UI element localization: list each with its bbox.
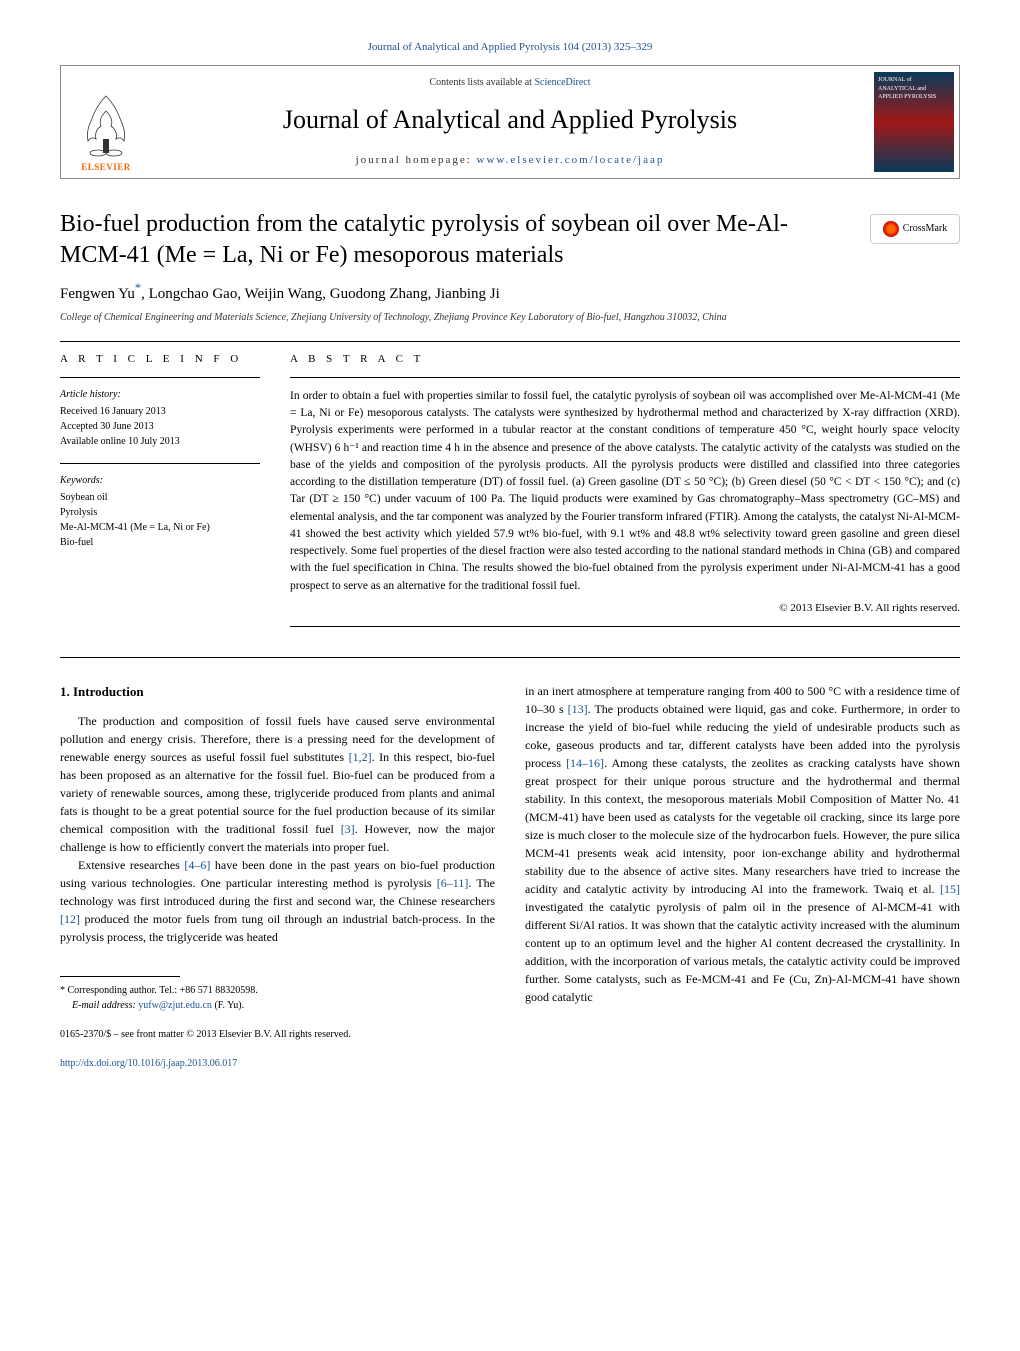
elsevier-tree-icon — [76, 91, 136, 161]
title-row: Bio-fuel production from the catalytic p… — [60, 209, 960, 271]
abstract-heading: a b s t r a c t — [290, 352, 960, 367]
crossmark-badge[interactable]: CrossMark — [870, 214, 960, 244]
crossmark-label: CrossMark — [903, 222, 947, 236]
abstract-text: In order to obtain a fuel with propertie… — [290, 388, 960, 595]
intro-p2-t4: produced the motor fuels from tung oil t… — [60, 912, 495, 944]
doi-link[interactable]: http://dx.doi.org/10.1016/j.jaap.2013.06… — [60, 1058, 237, 1069]
history-label: Article history: — [60, 388, 260, 402]
copyright-line: © 2013 Elsevier B.V. All rights reserved… — [290, 601, 960, 616]
divider-info-2 — [60, 463, 260, 464]
ref-6-11[interactable]: [6–11] — [437, 876, 469, 890]
corresponding-author-footnote: * Corresponding author. Tel.: +86 571 88… — [60, 983, 495, 998]
intro-para-3: in an inert atmosphere at temperature ra… — [525, 682, 960, 1006]
email-link[interactable]: yufw@zjut.edu.cn — [138, 1000, 212, 1011]
doi-line: http://dx.doi.org/10.1016/j.jaap.2013.06… — [60, 1056, 495, 1071]
abstract-column: a b s t r a c t In order to obtain a fue… — [290, 352, 960, 638]
divider-2 — [60, 657, 960, 658]
article-info-column: a r t i c l e i n f o Article history: R… — [60, 352, 260, 638]
keywords-label: Keywords: — [60, 474, 260, 488]
intro-para-2: Extensive researches [4–6] have been don… — [60, 856, 495, 946]
divider-1 — [60, 341, 960, 342]
email-label: E-mail address: — [72, 1000, 138, 1011]
ref-15[interactable]: [15] — [940, 882, 960, 896]
ref-3[interactable]: [3] — [341, 822, 355, 836]
ref-14-16[interactable]: [14–16] — [566, 756, 604, 770]
intro-p3-t3: . Among these catalysts, the zeolites as… — [525, 756, 960, 896]
elsevier-logo: ELSEVIER — [61, 67, 151, 177]
contents-label: Contents lists available at — [429, 77, 534, 88]
journal-header-box: ELSEVIER Contents lists available at Sci… — [60, 65, 960, 179]
intro-p3-t4: investigated the catalytic pyrolysis of … — [525, 900, 960, 1004]
author-primary: Fengwen Yu — [60, 286, 135, 302]
accepted-date: Accepted 30 June 2013 — [60, 419, 260, 434]
contents-available-line: Contents lists available at ScienceDirec… — [161, 76, 859, 90]
email-suffix: (F. Yu). — [212, 1000, 244, 1011]
journal-reference-link[interactable]: Journal of Analytical and Applied Pyroly… — [60, 40, 960, 55]
right-column: in an inert atmosphere at temperature ra… — [525, 682, 960, 1071]
ref-4-6[interactable]: [4–6] — [184, 858, 210, 872]
keyword-0: Soybean oil — [60, 490, 260, 505]
ref-12[interactable]: [12] — [60, 912, 80, 926]
intro-p2-t1: Extensive researches — [78, 858, 184, 872]
article-title: Bio-fuel production from the catalytic p… — [60, 209, 850, 271]
email-footnote: E-mail address: yufw@zjut.edu.cn (F. Yu)… — [60, 998, 495, 1013]
header-center: Contents lists available at ScienceDirec… — [151, 66, 869, 178]
affiliation: College of Chemical Engineering and Mate… — [60, 311, 960, 325]
left-column: 1. Introduction The production and compo… — [60, 682, 495, 1071]
divider-abs-1 — [290, 377, 960, 378]
received-date: Received 16 January 2013 — [60, 404, 260, 419]
journal-name: Journal of Analytical and Applied Pyroly… — [161, 102, 859, 138]
intro-para-1: The production and composition of fossil… — [60, 712, 495, 856]
divider-info-1 — [60, 377, 260, 378]
available-date: Available online 10 July 2013 — [60, 434, 260, 449]
journal-homepage-line: journal homepage: www.elsevier.com/locat… — [161, 153, 859, 168]
homepage-url-link[interactable]: www.elsevier.com/locate/jaap — [477, 154, 665, 166]
authors-line: Fengwen Yu*, Longchao Gao, Weijin Wang, … — [60, 280, 960, 305]
crossmark-icon — [883, 221, 899, 237]
keyword-2: Me-Al-MCM-41 (Me = La, Ni or Fe) — [60, 520, 260, 535]
sciencedirect-link[interactable]: ScienceDirect — [534, 77, 590, 88]
homepage-label: journal homepage: — [356, 154, 477, 166]
elsevier-label: ELSEVIER — [81, 161, 131, 174]
info-abstract-row: a r t i c l e i n f o Article history: R… — [60, 352, 960, 638]
ref-13[interactable]: [13] — [568, 702, 588, 716]
keyword-3: Bio-fuel — [60, 535, 260, 550]
issn-line: 0165-2370/$ – see front matter © 2013 El… — [60, 1027, 495, 1042]
body-two-column: 1. Introduction The production and compo… — [60, 682, 960, 1071]
journal-cover-thumbnail: JOURNAL of ANALYTICAL and APPLIED PYROLY… — [874, 72, 954, 172]
ref-1-2[interactable]: [1,2] — [349, 750, 372, 764]
introduction-heading: 1. Introduction — [60, 682, 495, 702]
authors-rest: , Longchao Gao, Weijin Wang, Guodong Zha… — [141, 286, 500, 302]
footnote-divider — [60, 976, 180, 977]
keyword-1: Pyrolysis — [60, 505, 260, 520]
article-info-heading: a r t i c l e i n f o — [60, 352, 260, 367]
divider-abs-2 — [290, 626, 960, 627]
